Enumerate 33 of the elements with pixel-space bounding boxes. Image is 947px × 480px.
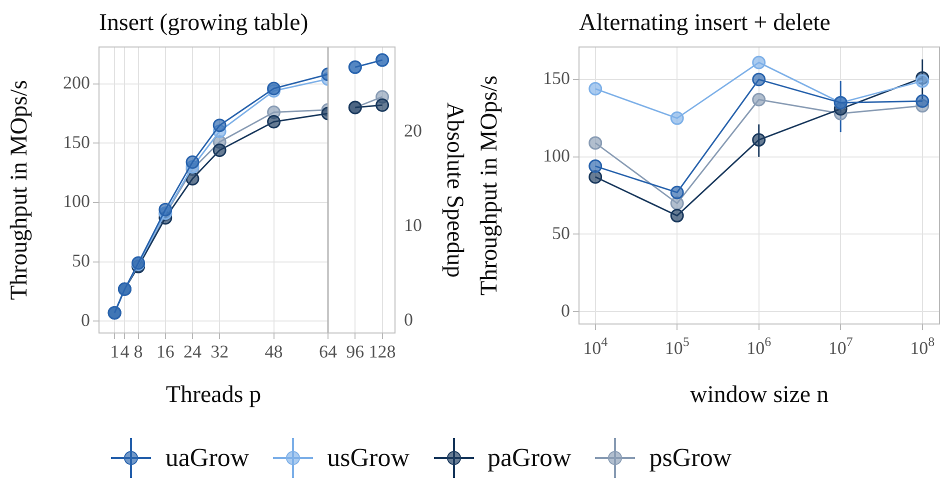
legend-label: psGrow [649, 443, 732, 473]
legend-label: uaGrow [165, 443, 250, 473]
x-tick-label: 32 [210, 342, 229, 362]
chart-title: Alternating insert + delete [579, 10, 830, 36]
y-axis-title: Throughput in MOps/s [6, 80, 33, 300]
y-tick-label: 50 [72, 250, 90, 271]
x-tick-label: 4 [120, 342, 130, 362]
y-tick-label: 0 [81, 310, 90, 330]
y-tick-label: 100 [543, 146, 570, 166]
x-tick-label: 96 [346, 342, 364, 362]
x-axis-title: window size n [690, 382, 829, 408]
y-axis-title: Throughput in MOps/s [476, 75, 503, 296]
y-tick-label: 150 [543, 68, 570, 88]
x-tick-label: 1 [110, 342, 120, 362]
x-tick-label: 24 [183, 342, 202, 362]
y-tick-label: 50 [552, 222, 570, 243]
x-tick-label: 8 [134, 342, 143, 362]
x-tick-label: 128 [368, 342, 396, 362]
x-axis-title: Threads p [166, 382, 262, 408]
y-tick-label: 0 [561, 300, 570, 320]
legend-label: usGrow [327, 443, 410, 473]
y-tick-label: 100 [63, 191, 90, 212]
x-tick-label: 16 [156, 342, 174, 362]
legend-label: paGrow [488, 443, 572, 473]
x-tick-label: 48 [264, 342, 283, 362]
y-tick-label: 150 [63, 132, 90, 152]
y-tick-label: 200 [63, 72, 90, 93]
y2-tick-label: 0 [404, 309, 413, 330]
y2-axis-title: Absolute Speedup [441, 102, 468, 278]
chart-title: Insert (growing table) [99, 10, 308, 36]
y2-tick-label: 20 [404, 120, 422, 141]
x-tick-label: 64 [319, 342, 337, 362]
y2-tick-label: 10 [404, 215, 422, 236]
